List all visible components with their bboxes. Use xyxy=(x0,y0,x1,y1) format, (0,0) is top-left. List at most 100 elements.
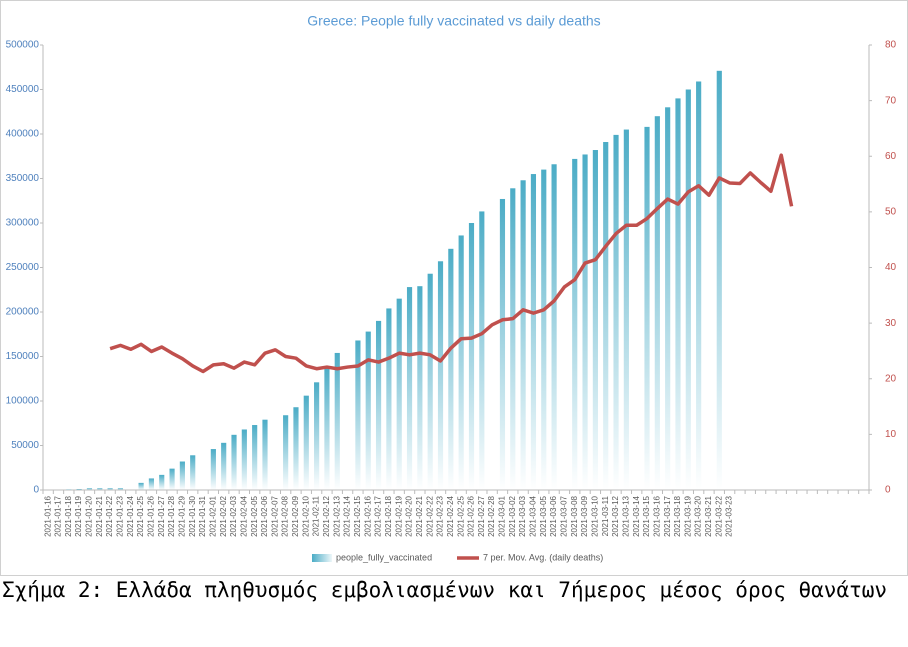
y2-tick-label: 0 xyxy=(885,485,891,496)
x-tick-label: 2021-01-18 xyxy=(64,495,73,536)
bar xyxy=(293,407,299,490)
bar xyxy=(76,489,82,490)
x-tick-label: 2021-01-23 xyxy=(116,495,125,536)
bar xyxy=(520,180,526,490)
x-tick-label: 2021-03-14 xyxy=(632,495,641,536)
x-tick-label: 2021-02-06 xyxy=(260,495,269,536)
bar xyxy=(551,164,557,490)
bar xyxy=(283,415,289,490)
bar xyxy=(448,248,454,490)
bar xyxy=(231,434,237,490)
x-tick-label: 2021-02-12 xyxy=(322,495,331,536)
chart: Greece: People fully vaccinated vs daily… xyxy=(6,13,897,563)
bar xyxy=(241,429,247,490)
y2-tick-label: 30 xyxy=(885,318,897,329)
x-tick-label: 2021-03-05 xyxy=(539,495,548,536)
bar xyxy=(479,211,485,490)
x-tick-label: 2021-02-07 xyxy=(270,495,279,536)
x-tick-label: 2021-03-19 xyxy=(683,495,692,536)
x-tick-label: 2021-02-24 xyxy=(446,495,455,536)
y-tick-label: 50000 xyxy=(11,440,39,451)
y2-tick-label: 40 xyxy=(885,262,897,273)
y2-tick-label: 70 xyxy=(885,95,897,106)
bar xyxy=(117,488,124,490)
x-tick-label: 2021-02-21 xyxy=(415,495,424,536)
x-tick-label: 2021-01-28 xyxy=(167,495,176,536)
x-tick-label: 2021-02-26 xyxy=(467,495,476,536)
x-tick-label: 2021-03-09 xyxy=(580,495,589,536)
bar xyxy=(355,340,361,490)
bar xyxy=(386,308,392,490)
x-tick-label: 2021-01-27 xyxy=(157,495,166,536)
x-tick-label: 2021-01-16 xyxy=(43,495,52,536)
x-tick-label: 2021-03-21 xyxy=(704,495,713,536)
bar xyxy=(324,367,330,490)
x-tick-label: 2021-02-23 xyxy=(436,495,445,536)
bar xyxy=(148,478,154,490)
bar xyxy=(252,425,258,490)
bar xyxy=(375,320,382,490)
x-tick-label: 2021-01-19 xyxy=(74,495,83,536)
x-tick-label: 2021-03-16 xyxy=(652,495,661,536)
x-tick-label: 2021-02-16 xyxy=(363,495,372,536)
x-tick-label: 2021-02-11 xyxy=(312,495,321,536)
y-tick-label: 400000 xyxy=(6,129,40,140)
y-tick-label: 450000 xyxy=(6,84,40,95)
x-tick-label: 2021-02-02 xyxy=(219,495,228,536)
y2-tick-label: 60 xyxy=(885,151,897,162)
x-tick-label: 2021-02-25 xyxy=(456,495,465,536)
bar xyxy=(107,488,113,490)
x-tick-label: 2021-01-29 xyxy=(177,495,186,536)
x-tick-label: 2021-03-03 xyxy=(518,495,527,536)
x-tick-label: 2021-02-05 xyxy=(250,495,259,536)
bar xyxy=(572,158,578,491)
x-tick-label: 2021-01-17 xyxy=(54,495,63,536)
x-tick-label: 2021-03-08 xyxy=(570,495,579,536)
bar xyxy=(582,154,588,490)
bar xyxy=(396,298,402,490)
x-tick-label: 2021-02-27 xyxy=(477,495,486,536)
x-tick-label: 2021-02-10 xyxy=(301,495,310,536)
chart-frame: Greece: People fully vaccinated vs daily… xyxy=(0,0,908,576)
bar xyxy=(696,81,702,491)
bar xyxy=(210,449,216,490)
x-tick-label: 2021-02-14 xyxy=(343,495,352,536)
bar xyxy=(86,488,93,490)
x-tick-label: 2021-02-19 xyxy=(394,495,403,536)
x-tick-label: 2021-03-02 xyxy=(508,495,517,536)
x-tick-label: 2021-02-22 xyxy=(425,495,434,536)
bar xyxy=(623,129,629,491)
bar xyxy=(675,98,681,491)
x-tick-label: 2021-03-23 xyxy=(725,495,734,536)
bar xyxy=(417,286,423,490)
legend-label: 7 per. Mov. Avg. (daily deaths) xyxy=(483,552,603,562)
legend-label: people_fully_vaccinated xyxy=(336,552,432,562)
bar xyxy=(665,107,671,491)
bar xyxy=(685,89,691,490)
bar xyxy=(221,442,227,490)
bar xyxy=(603,142,609,490)
bar xyxy=(365,331,371,490)
bar xyxy=(159,474,165,490)
bar xyxy=(190,455,196,490)
x-tick-label: 2021-01-30 xyxy=(188,495,197,536)
x-tick-label: 2021-02-18 xyxy=(384,495,393,536)
x-tick-label: 2021-03-13 xyxy=(621,495,630,536)
line xyxy=(109,153,794,374)
x-tick-label: 2021-01-31 xyxy=(198,495,207,536)
bar xyxy=(654,116,660,490)
x-tick-label: 2021-02-09 xyxy=(291,495,300,536)
x-tick-label: 2021-03-15 xyxy=(642,495,651,536)
x-tick-label: 2021-01-25 xyxy=(136,495,145,536)
bar xyxy=(334,352,340,490)
x-tick-label: 2021-02-28 xyxy=(487,495,496,536)
x-tick-label: 2021-03-22 xyxy=(714,495,723,536)
x-tick-label: 2021-03-04 xyxy=(529,495,538,536)
bar xyxy=(541,169,547,490)
y-tick-label: 200000 xyxy=(6,307,40,318)
bar xyxy=(499,198,506,490)
y2-tick-label: 20 xyxy=(885,373,897,384)
y-tick-label: 300000 xyxy=(6,218,40,229)
x-tick-label: 2021-01-26 xyxy=(147,495,156,536)
x-tick-label: 2021-02-03 xyxy=(229,495,238,536)
